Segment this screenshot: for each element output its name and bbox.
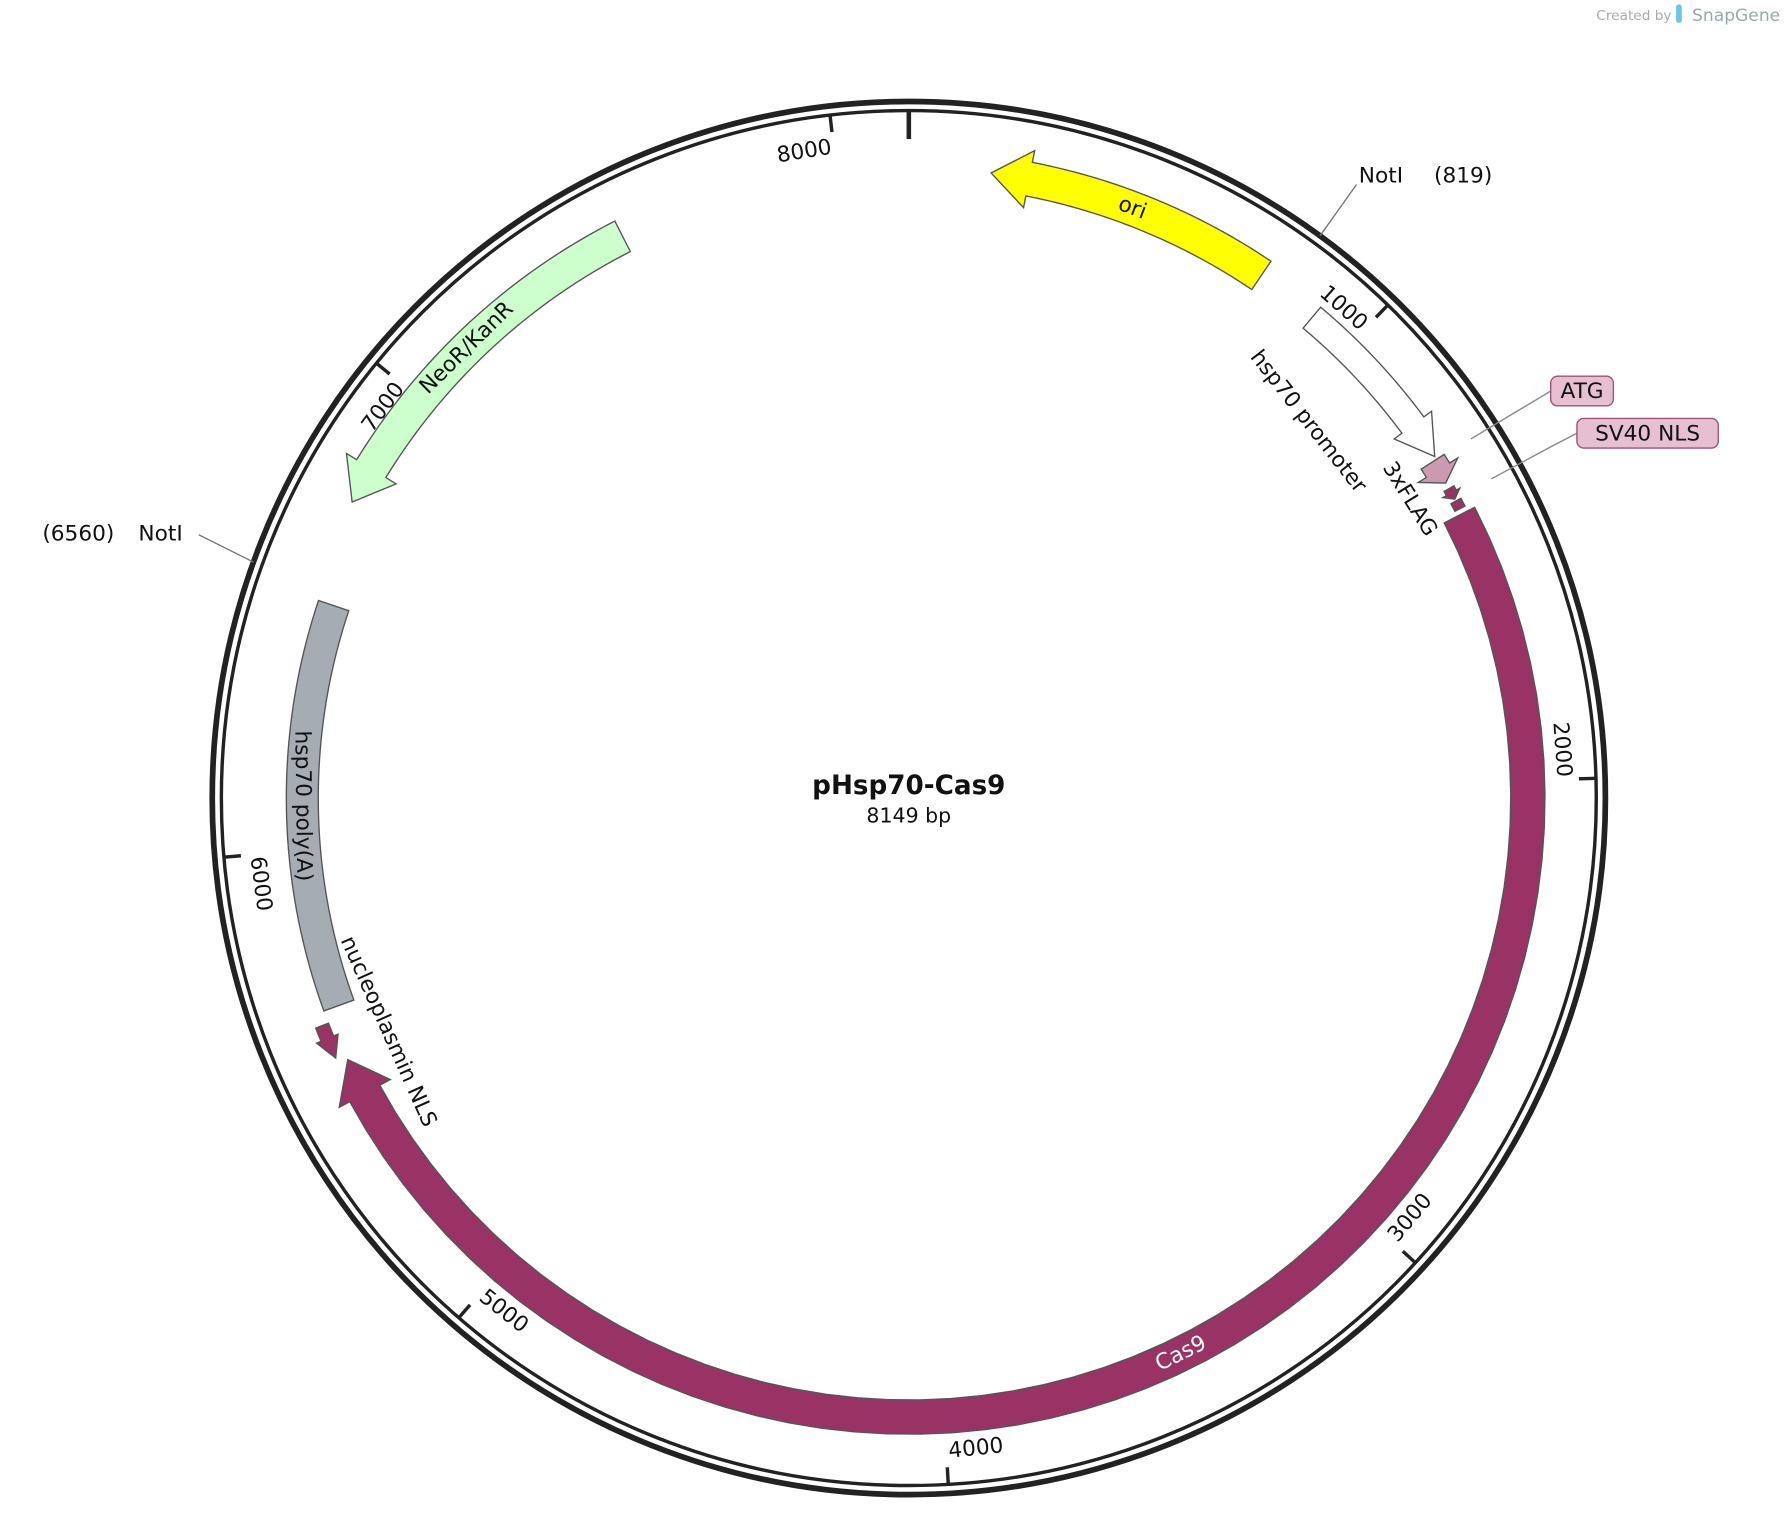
feature-arrow [345,220,632,504]
tick-mark [375,361,391,376]
tick-label: 4000 [947,1433,1004,1464]
site-name: NotI [1359,164,1403,189]
feature-label-box [1549,375,1615,407]
tick-mark [457,1303,472,1319]
tick-label: 2000 [1547,721,1576,778]
feature-arrow [1415,453,1460,484]
feature-arrow [1449,497,1466,513]
site-leader [1319,184,1358,237]
site-position: (6560) [42,522,114,547]
credit-brand: SnapGene [1692,6,1780,26]
leader-line [1470,390,1552,440]
tick-label: 8000 [775,135,833,168]
feature-label: NeoR/KanR [415,297,519,400]
feature-label: SV40 NLS [1595,421,1700,446]
leader-line [1491,432,1578,480]
site-position: (819) [1434,164,1492,189]
feature-arrow [989,149,1272,291]
site-name: NotI [138,522,182,547]
brand-logo [1676,4,1682,23]
feature-arrow [285,599,355,1012]
tick-mark [945,1467,950,1485]
feature-label-box [1576,417,1719,449]
tick-mark [1374,303,1390,319]
tick-mark [223,854,242,859]
feature-arrow [1440,484,1462,500]
feature-label: hsp70 poly(A) [289,730,316,881]
backbone-outer [209,98,1609,1498]
tick-label: 6000 [245,855,277,913]
feature-label: ATG [1560,379,1603,404]
feature-arrow [338,506,1546,1435]
credit-prefix: Created by [1596,8,1671,24]
tick-mark [828,114,834,133]
plasmid-length: 8149 bp [866,803,951,827]
feature-arrow [314,1022,339,1060]
tick-mark [1401,1249,1417,1265]
feature-arrow [1302,306,1436,458]
site-leader [198,534,254,563]
plasmid-name: pHsp70-Cas9 [812,771,1005,801]
